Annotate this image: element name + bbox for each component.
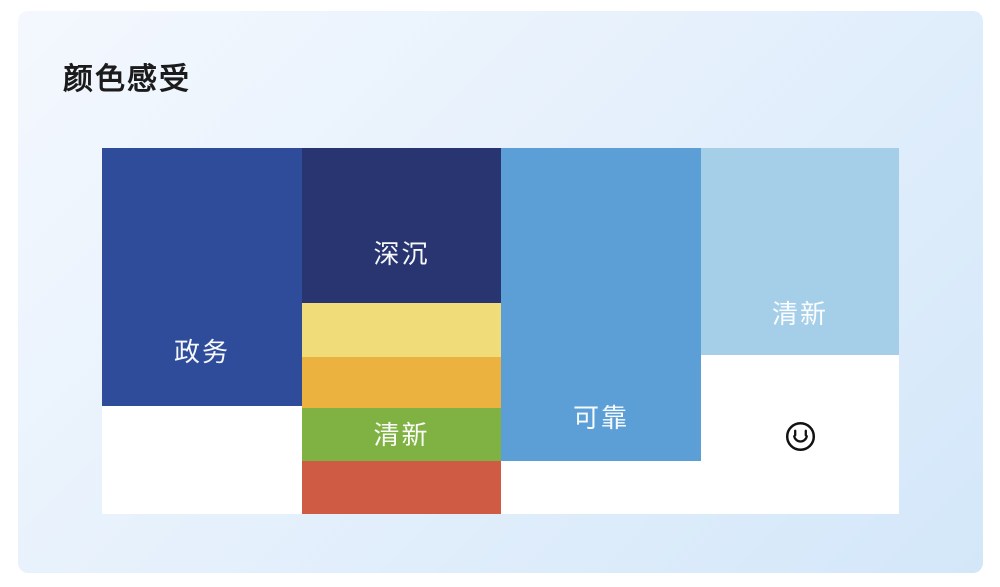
color-block-light-qingxin: 清新: [701, 148, 899, 355]
color-mosaic-canvas: 政务 深沉 清新 可靠 清新: [102, 148, 899, 514]
color-block-red: [302, 461, 501, 514]
color-block-light-yellow: [302, 303, 501, 357]
smiley-icon: [784, 420, 817, 453]
page-title: 颜色感受: [63, 63, 191, 96]
block-label-kekao: 可靠: [572, 403, 629, 433]
block-label-green-qingxin: 清新: [373, 420, 430, 450]
color-block-orange: [302, 357, 501, 408]
color-feelings-card: 颜色感受 政务 深沉 清新 可靠 清新: [18, 11, 983, 573]
color-block-kekao: 可靠: [501, 148, 701, 461]
block-label-shenchen: 深沉: [373, 239, 430, 269]
color-block-shenchen: 深沉: [302, 148, 501, 303]
block-label-zhengwu: 政务: [173, 337, 230, 367]
color-block-green-qingxin: 清新: [302, 408, 501, 461]
block-label-light-qingxin: 清新: [771, 299, 828, 329]
color-block-zhengwu: 政务: [102, 148, 302, 406]
smiley-face-svg: [785, 421, 816, 452]
